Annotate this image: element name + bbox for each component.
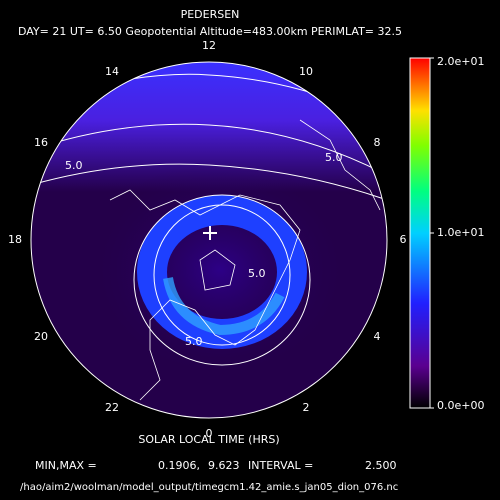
hour-label: 0 — [206, 427, 213, 440]
colorbar-tick-label: 0.0e+00 — [437, 399, 484, 412]
min-value: 0.1906, — [158, 459, 200, 472]
file-path: /hao/aim2/woolman/model_output/timegcm1.… — [20, 482, 398, 493]
map-border — [30, 61, 388, 419]
contour-line — [31, 163, 387, 201]
title: PEDERSEN — [181, 8, 240, 21]
colorbar-ticks: 0.0e+00 1.0e+01 2.0e+01 — [430, 55, 484, 412]
minmax-label: MIN,MAX = — [35, 459, 97, 472]
hour-label: 18 — [8, 233, 22, 246]
subtitle: DAY= 21 UT= 6.50 Geopotential Altitude=4… — [18, 25, 402, 38]
interval-value: 2.500 — [365, 459, 397, 472]
max-value: 9.623 — [208, 459, 240, 472]
coastline — [109, 189, 301, 401]
hour-label: 10 — [299, 65, 313, 78]
colorbar-tick-label: 2.0e+01 — [437, 55, 484, 68]
hour-label: 14 — [105, 65, 119, 78]
glow — [90, 160, 350, 380]
hour-label: 12 — [202, 39, 216, 52]
hour-label: 8 — [374, 136, 381, 149]
hour-label: 6 — [400, 233, 407, 246]
hour-label: 20 — [34, 330, 48, 343]
contour-line — [31, 123, 387, 176]
hour-label: 22 — [105, 401, 119, 414]
contour-label: 5.0 — [325, 151, 343, 164]
coastline — [199, 119, 381, 291]
contour-label: 5.0 — [248, 267, 266, 280]
hour-label: 4 — [374, 330, 381, 343]
hour-label: 2 — [303, 401, 310, 414]
pole-marker — [203, 226, 217, 240]
x-axis-label: SOLAR LOCAL TIME (HRS) — [138, 433, 279, 446]
oval-peak — [163, 277, 285, 336]
contour-label: 5.0 — [65, 159, 83, 172]
hour-label: 16 — [34, 136, 48, 149]
interval-label: INTERVAL = — [248, 459, 313, 472]
contour-line — [153, 204, 291, 346]
hour-labels: 12 14 16 18 20 22 0 2 4 6 8 10 — [8, 39, 407, 440]
colorbar-tick-label: 1.0e+01 — [437, 226, 484, 239]
contour-line — [133, 194, 311, 366]
colorbar — [409, 57, 431, 409]
contour-label: 5.0 — [185, 335, 203, 348]
